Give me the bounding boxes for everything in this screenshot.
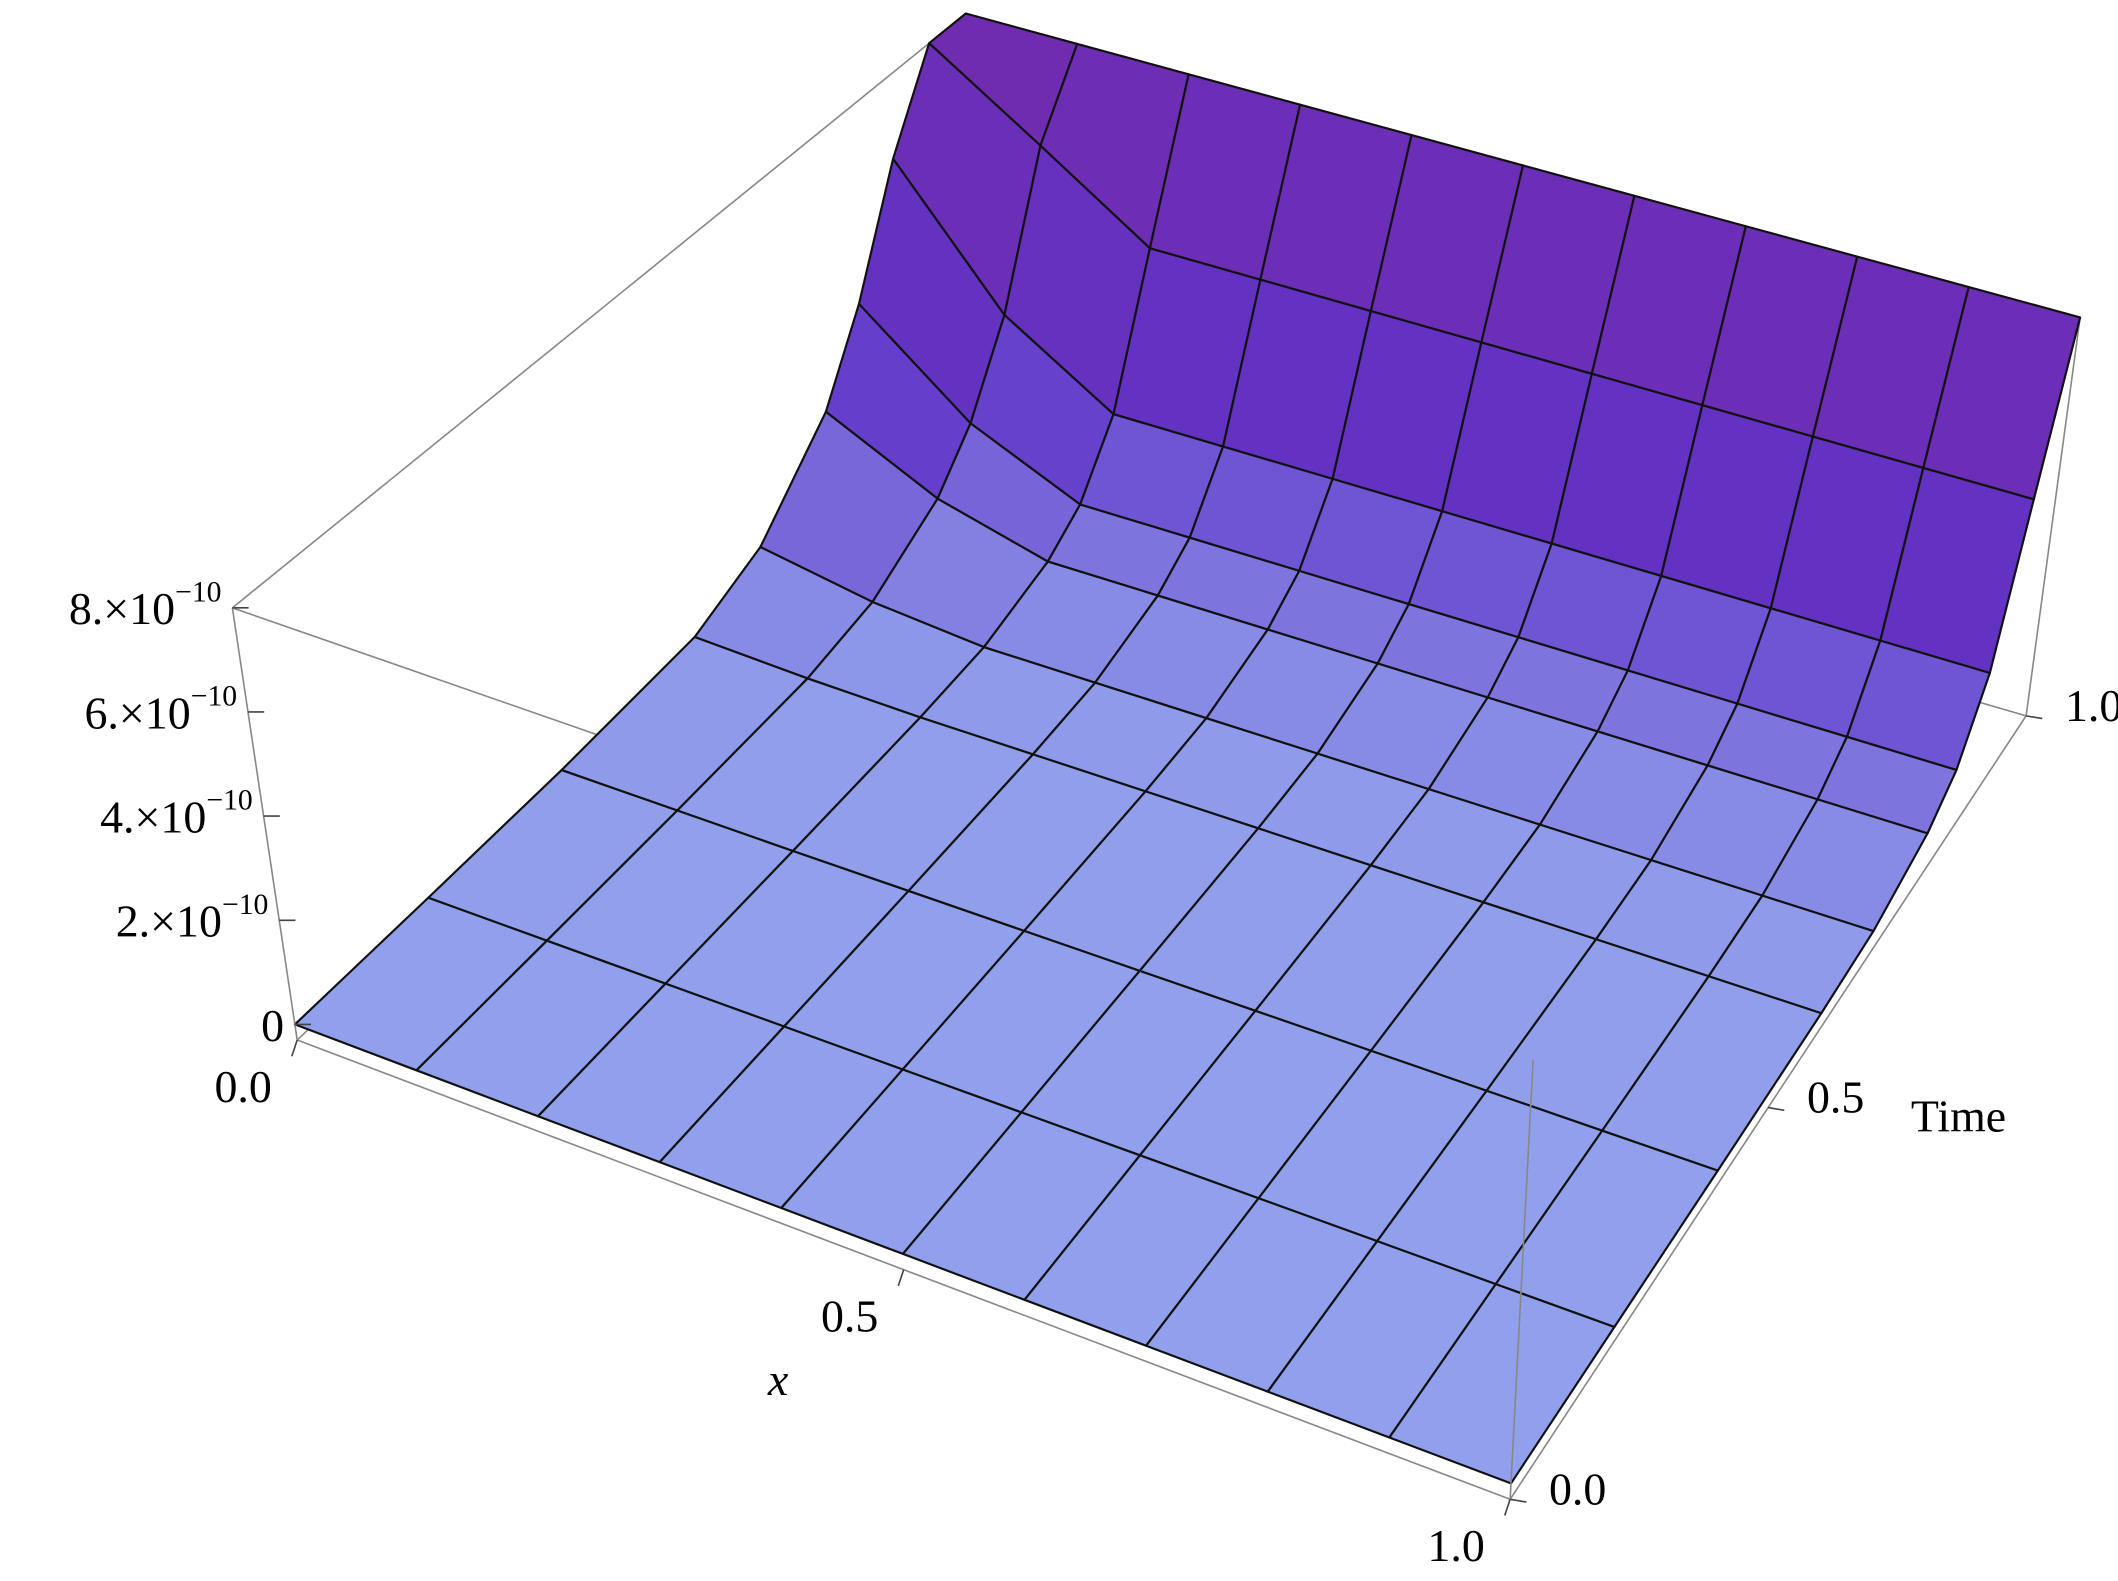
z-tick-label-base: 4.×10 — [100, 791, 206, 842]
z-tick-label: 2.×10−10 — [116, 889, 269, 947]
z-tick-label-exponent: −10 — [175, 576, 221, 608]
time-tick — [1510, 1498, 1527, 1503]
x-axis-label: x — [767, 1354, 789, 1405]
z-tick-label-exponent: −10 — [191, 680, 237, 712]
z-tick-label: 8.×10−10 — [69, 576, 222, 634]
z-tick-label: 0 — [261, 999, 284, 1050]
z-tick-label: 4.×10−10 — [100, 784, 253, 842]
time-tick-label: 0.0 — [1549, 1463, 1606, 1514]
time-tick-label: 0.5 — [1807, 1072, 1864, 1123]
time-tick — [2025, 715, 2043, 720]
x-tick — [291, 1039, 298, 1057]
surface-patch — [1388, 1283, 1616, 1485]
box-edge — [231, 12, 967, 609]
time-tick-label: 1.0 — [2065, 680, 2118, 731]
z-tick-label: 6.×10−10 — [84, 680, 237, 738]
x-tick-label: 1.0 — [1427, 1520, 1484, 1571]
x-tick-label: 0.0 — [214, 1061, 271, 1112]
z-tick-label-base: 6.×10 — [84, 687, 190, 738]
box-edge — [2025, 317, 2081, 716]
z-tick-label-base: 2.×10 — [116, 895, 222, 946]
x-tick — [1503, 1499, 1511, 1516]
box-edge — [1509, 1060, 1534, 1500]
z-tick-label-exponent: −10 — [222, 889, 268, 921]
x-tick — [897, 1269, 905, 1287]
time-tick — [1767, 1106, 1785, 1112]
box-edge — [231, 607, 299, 1041]
z-tick-label-base: 0 — [261, 999, 284, 1050]
time-axis-label: Time — [1911, 1091, 2006, 1142]
surface — [293, 12, 2082, 1485]
x-tick-label: 0.5 — [821, 1291, 878, 1342]
z-tick-label-base: 8.×10 — [69, 583, 175, 634]
z-tick-label-exponent: −10 — [206, 784, 252, 816]
